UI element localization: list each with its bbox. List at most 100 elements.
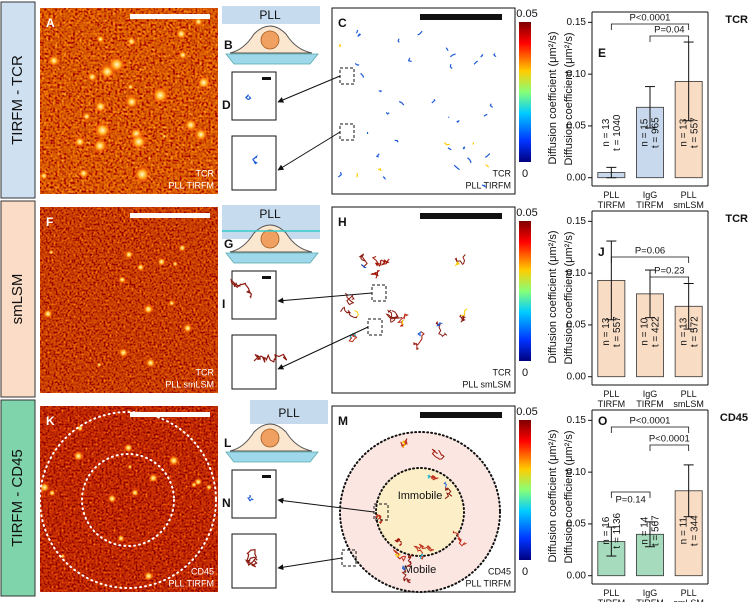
glass-slide [225,252,319,264]
row-label: TIRFM - TCR [9,55,26,145]
fluorescent-spot [148,473,159,483]
track [344,292,355,306]
image-caption: CD45 [191,566,214,576]
bar-label: t = 557 [612,316,623,347]
track [436,322,443,327]
colorbar-max: 0.05 [516,8,537,20]
panel-letter: A [46,16,55,30]
significance-label: P=0.14 [615,495,645,506]
bar-label: t = 1136 [612,512,623,548]
panel-letter: H [338,215,347,229]
fluorescent-spot [168,299,176,307]
row-label: smLSM [9,274,26,325]
fluorescent-spot [131,488,139,497]
track [397,38,400,43]
track [355,29,359,34]
track [407,57,412,63]
scale-bar [130,14,210,19]
colorbar [519,420,531,560]
fluorescent-spot [48,489,56,497]
track [443,481,447,488]
track [427,474,431,479]
y-tick-label: 0.00 [567,172,587,183]
colorbar-label: Diffusion coefficient (μm²/s) [547,429,559,562]
panel-letter: M [338,414,348,428]
fluorescent-spot [74,136,86,148]
diagram-label: PLL [259,8,281,22]
fluorescent-spot [182,323,193,334]
fluorescent-spot [196,75,211,90]
track [428,474,439,481]
scale-bar [420,412,502,418]
track [358,253,368,268]
track [467,157,472,164]
fluorescent-spot [87,71,98,82]
panel-letter: I [222,297,225,311]
image-caption: TCR [196,367,215,377]
track [387,309,399,323]
scale-bar [420,213,502,219]
track [481,184,486,188]
track [382,176,386,180]
significance-bracket [610,256,690,263]
nucleus [260,428,280,448]
tracks-panel [331,206,516,394]
fluorescent-spot [107,494,117,504]
colorbar-max: 0.05 [516,406,537,418]
tracks-panel [331,7,516,195]
fluorescent-spot [127,83,134,91]
track [371,256,382,267]
y-tick-label: 0.05 [567,121,587,132]
bar-label: n = 11 [678,517,689,545]
fluorescent-spot [184,118,198,132]
y-tick-label: 0.15 [567,17,587,28]
bar-label: n = 13 [678,317,689,346]
fluorescent-spot [124,250,134,260]
y-tick-label: 0.15 [567,415,587,426]
track [483,113,488,117]
panel-letter: J [598,245,605,259]
bar-label: t = 1040 [612,114,623,151]
scale-bar [262,276,271,279]
track [454,254,466,265]
glass-slide [225,53,319,65]
fluorescent-spot [178,243,187,252]
track [448,116,450,119]
arrow [277,292,373,304]
error-bar [645,86,655,129]
zoom-box [231,270,277,320]
fluorescent-spot [194,128,208,142]
fluorescent-spot [124,95,139,109]
fluorescent-spot [143,571,154,581]
fluorescent-spot [143,303,154,315]
fluorescent-spot [94,100,107,113]
track [493,53,497,58]
image-caption: PLL TIRFM [168,180,214,190]
bar-label: t = 344 [689,515,700,546]
track [413,331,425,350]
track [397,313,409,327]
fluorescent-spot [117,534,125,543]
fluorescent-spot [193,17,204,27]
fluorescent-spot [96,35,105,44]
nucleus [260,30,280,50]
track [443,142,450,146]
track [375,513,383,525]
y-tick-label: 0.10 [567,268,587,279]
zoom-track [252,154,258,165]
track [453,164,460,171]
image-caption: TCR [196,168,215,178]
panel-letter: E [598,46,606,60]
error-bar [683,464,694,518]
track [489,103,494,108]
track [401,568,411,584]
track [378,90,383,93]
arrow [277,131,341,171]
y-tick-label: 0.05 [567,519,587,530]
track [473,60,478,65]
fluorescent-spot [126,36,137,47]
